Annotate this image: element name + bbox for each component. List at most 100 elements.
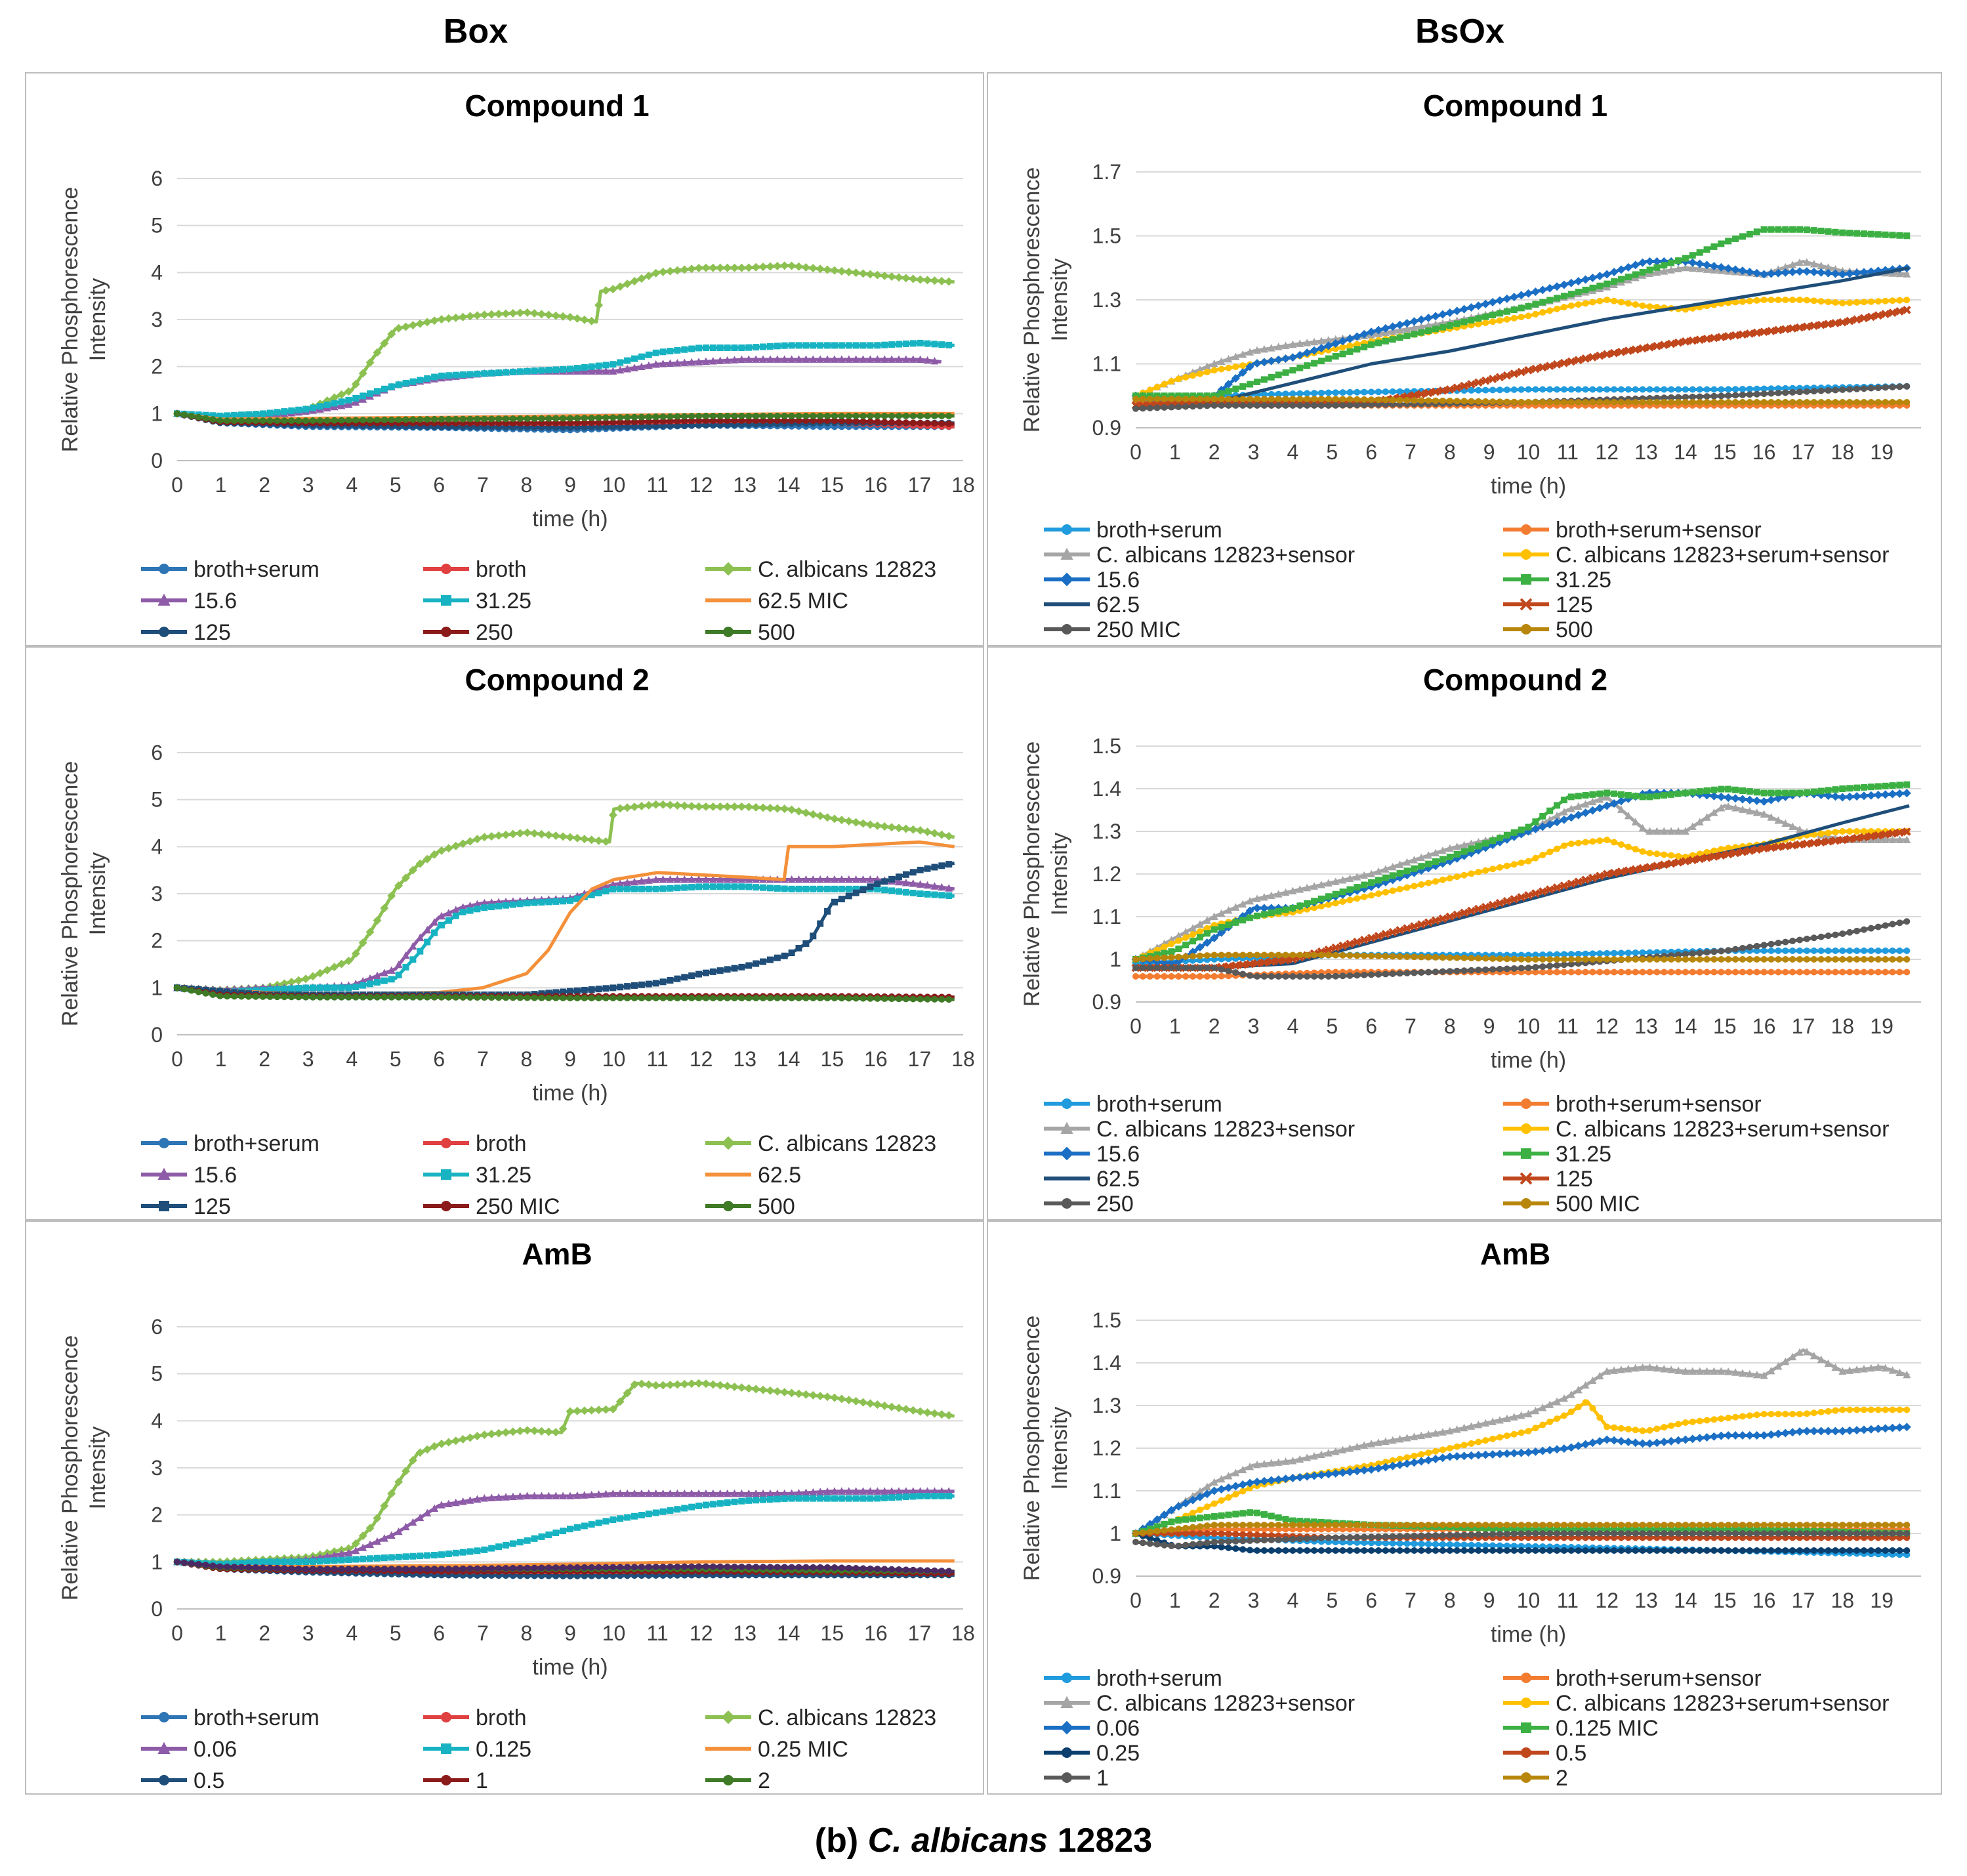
data-point bbox=[280, 979, 289, 988]
data-point bbox=[652, 418, 659, 425]
data-point bbox=[459, 415, 466, 423]
data-point bbox=[1768, 390, 1775, 397]
data-point bbox=[1289, 402, 1296, 409]
data-point bbox=[1332, 389, 1339, 396]
data-point bbox=[509, 368, 516, 375]
data-point bbox=[659, 418, 667, 425]
data-point bbox=[859, 342, 867, 349]
data-point bbox=[888, 1487, 896, 1495]
data-point bbox=[1175, 946, 1182, 953]
data-point bbox=[1609, 868, 1619, 877]
data-point bbox=[1718, 948, 1725, 955]
data-point bbox=[281, 993, 288, 1001]
data-point bbox=[887, 272, 896, 281]
data-point bbox=[560, 1528, 567, 1535]
data-point bbox=[1661, 792, 1668, 799]
y-axis-title: Intensity bbox=[85, 278, 110, 362]
data-point bbox=[1218, 923, 1225, 930]
data-point bbox=[1867, 969, 1874, 976]
data-point bbox=[1354, 972, 1361, 979]
data-point bbox=[817, 885, 824, 892]
data-point bbox=[774, 954, 781, 961]
data-point bbox=[431, 373, 438, 381]
data-point bbox=[1389, 872, 1396, 879]
data-point bbox=[1267, 356, 1276, 365]
data-point bbox=[652, 875, 660, 883]
data-point bbox=[1203, 965, 1211, 971]
data-point bbox=[602, 888, 610, 895]
data-point bbox=[680, 801, 689, 810]
data-point bbox=[774, 417, 781, 425]
data-point bbox=[881, 878, 888, 885]
legend-label: broth+serum bbox=[1096, 518, 1222, 543]
data-point bbox=[867, 342, 874, 349]
data-point bbox=[1810, 399, 1817, 406]
data-point bbox=[1867, 791, 1876, 800]
data-point bbox=[1418, 969, 1425, 976]
data-point bbox=[1496, 310, 1503, 317]
data-point bbox=[1710, 948, 1718, 955]
data-point bbox=[1746, 399, 1753, 406]
data-point bbox=[1425, 969, 1432, 976]
data-point bbox=[924, 865, 931, 872]
data-point bbox=[824, 412, 831, 419]
data-point bbox=[1745, 846, 1754, 855]
data-point bbox=[217, 417, 224, 424]
data-point bbox=[1475, 315, 1482, 322]
legend-label: C. albicans 12823+sensor bbox=[1096, 543, 1355, 568]
data-point bbox=[1182, 965, 1190, 971]
data-point bbox=[1231, 961, 1240, 970]
x-tick-label: 6 bbox=[433, 473, 445, 497]
data-point bbox=[1882, 399, 1889, 406]
data-point bbox=[617, 995, 624, 1002]
data-point bbox=[1496, 835, 1503, 842]
data-point bbox=[217, 412, 224, 419]
data-point bbox=[281, 1558, 288, 1566]
data-point bbox=[1732, 946, 1739, 953]
data-point bbox=[459, 371, 466, 379]
data-point bbox=[1789, 388, 1796, 396]
data-point bbox=[873, 270, 882, 280]
panel-box-amb: AmB 0 1 2 3 4 5 6 0 1 2 3 4 5 6 7 8 9 10 11 12 13 14 15 16 17 18 ti… bbox=[25, 1220, 984, 1795]
data-point bbox=[1268, 973, 1275, 980]
data-point bbox=[924, 412, 931, 419]
data-point bbox=[1232, 969, 1239, 976]
data-point bbox=[1247, 396, 1254, 403]
data-point bbox=[1639, 956, 1646, 963]
data-point bbox=[1567, 813, 1576, 822]
data-point bbox=[1582, 969, 1589, 976]
data-point bbox=[780, 804, 789, 814]
data-point bbox=[744, 263, 753, 272]
data-point bbox=[366, 974, 375, 982]
data-point bbox=[380, 969, 388, 977]
legend-swatch-marker bbox=[157, 593, 171, 606]
data-point bbox=[537, 310, 546, 319]
data-point bbox=[1332, 402, 1339, 409]
data-point bbox=[1889, 969, 1896, 976]
data-point bbox=[901, 1405, 911, 1414]
data-point bbox=[1190, 953, 1197, 960]
data-point bbox=[1596, 837, 1604, 844]
data-point bbox=[945, 1487, 953, 1495]
data-point bbox=[1331, 339, 1340, 348]
data-point bbox=[681, 413, 688, 420]
data-point bbox=[902, 1493, 909, 1501]
data-point bbox=[1282, 390, 1289, 398]
data-point bbox=[1874, 956, 1882, 963]
data-point bbox=[1718, 785, 1725, 793]
data-point bbox=[367, 1555, 374, 1562]
data-point bbox=[1589, 838, 1596, 845]
data-point bbox=[402, 951, 410, 959]
data-point bbox=[1846, 828, 1853, 835]
data-point bbox=[752, 355, 760, 363]
data-point bbox=[880, 271, 889, 280]
data-point bbox=[1760, 789, 1768, 797]
x-tick-label: 13 bbox=[1634, 1014, 1658, 1038]
data-point bbox=[637, 1489, 646, 1497]
data-point bbox=[709, 1501, 716, 1508]
data-point bbox=[1388, 327, 1397, 335]
data-point bbox=[852, 1487, 860, 1495]
data-point bbox=[1503, 398, 1510, 406]
data-point bbox=[423, 925, 432, 934]
data-point bbox=[217, 992, 224, 999]
